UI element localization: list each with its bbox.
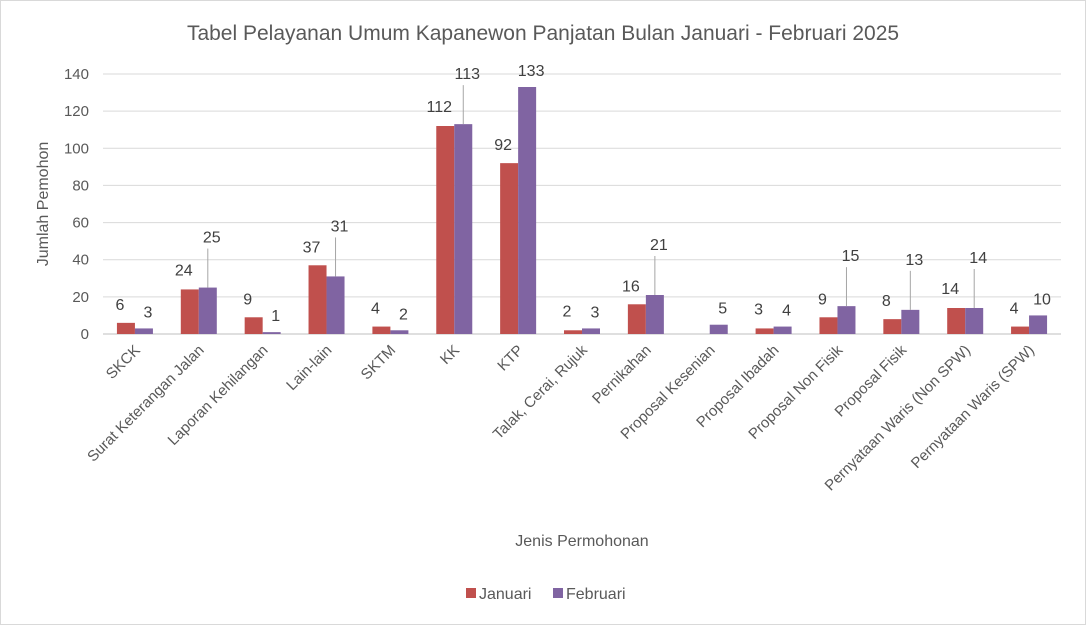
bar: [180, 289, 199, 334]
data-label: 2: [399, 306, 408, 323]
legend-swatch-februari: [553, 588, 563, 598]
data-label: 4: [1010, 301, 1019, 318]
bar: [837, 306, 856, 334]
data-label: 15: [842, 248, 860, 265]
bar: [627, 304, 646, 334]
data-label: 9: [818, 291, 827, 308]
data-label: 10: [1033, 291, 1051, 308]
bar: [390, 330, 409, 334]
bar: [755, 328, 774, 334]
y-tick-label: 0: [81, 326, 89, 343]
data-label: 133: [518, 63, 545, 80]
leader-lines: [207, 85, 975, 310]
bar: [947, 308, 966, 334]
legend-label-februari: Februari: [566, 586, 626, 603]
y-tick-label: 40: [72, 252, 89, 269]
y-tick-label: 60: [72, 215, 89, 232]
x-category-label: Lain-lain: [283, 342, 335, 394]
bar: [1029, 315, 1048, 334]
bars: [116, 87, 1048, 335]
bar: [965, 308, 984, 334]
bar: [244, 317, 263, 334]
data-label: 31: [331, 218, 349, 235]
data-label: 3: [754, 301, 763, 318]
bar: [518, 87, 537, 334]
y-tick-label: 120: [64, 103, 89, 120]
bar: [116, 322, 135, 334]
gridlines: [103, 73, 1061, 335]
bar: [326, 276, 345, 334]
bar: [500, 163, 519, 334]
data-label: 6: [115, 297, 124, 314]
bar: [262, 332, 281, 334]
bar: [1011, 326, 1030, 334]
y-tick-label: 80: [72, 177, 89, 194]
data-label: 9: [243, 291, 252, 308]
legend-swatch-januari: [466, 588, 476, 598]
data-label: 13: [905, 252, 923, 269]
x-category-label: SKCK: [103, 342, 144, 383]
data-label: 5: [718, 301, 727, 318]
x-axis-title: Jenis Permohonan: [515, 533, 648, 550]
x-category-label: KK: [437, 342, 463, 368]
data-label: 3: [143, 304, 152, 321]
bar: [134, 328, 153, 334]
y-tick-label: 20: [72, 289, 89, 306]
data-label: 113: [455, 66, 481, 83]
legend: Januari Februari: [466, 586, 626, 603]
data-label: 24: [175, 262, 193, 279]
y-axis-ticks: 0 20 40 60 80 100 120 140: [64, 66, 89, 343]
bar: [198, 287, 217, 334]
data-label: 14: [941, 281, 959, 298]
data-label: 3: [591, 304, 600, 321]
data-label: 4: [782, 303, 791, 320]
x-category-label: Pernyataan Waris (SPW): [908, 342, 1038, 472]
bar: [773, 326, 792, 334]
data-label: 92: [494, 137, 512, 154]
data-label: 16: [622, 278, 640, 295]
data-label: 8: [882, 293, 891, 310]
data-label: 14: [969, 250, 987, 267]
x-category-label: SKTM: [358, 342, 399, 383]
x-category-label: Surat Keterangan Jalan: [84, 342, 207, 465]
legend-label-januari: Januari: [479, 586, 531, 603]
bar: [564, 330, 582, 334]
bar: [436, 126, 455, 334]
data-label: 4: [371, 301, 380, 318]
chart-title: Tabel Pelayanan Umum Kapanewon Panjatan …: [187, 22, 899, 45]
x-category-label: Pernikahan: [589, 342, 655, 408]
y-axis-title: Jumlah Pemohon: [35, 142, 52, 267]
bar: [582, 328, 600, 334]
data-label: 25: [203, 230, 221, 247]
data-label: 21: [650, 237, 668, 254]
bar: [819, 317, 838, 334]
bar: [454, 124, 473, 335]
data-label: 1: [271, 308, 280, 325]
data-label: 2: [563, 303, 572, 320]
bar: [883, 319, 902, 334]
data-label: 112: [427, 99, 453, 116]
bar: [308, 265, 327, 334]
bar: [372, 326, 391, 334]
x-category-label: KTP: [494, 342, 527, 375]
bar: [709, 324, 728, 334]
y-tick-label: 100: [64, 140, 89, 157]
bar: [645, 295, 664, 334]
data-label: 37: [303, 239, 321, 256]
y-tick-label: 140: [64, 66, 89, 83]
bar: [901, 309, 920, 334]
